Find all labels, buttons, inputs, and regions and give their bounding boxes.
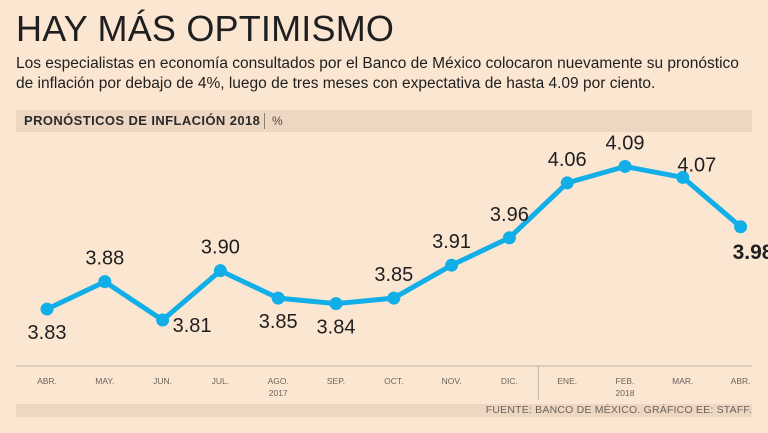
x-tick-label: MAR. bbox=[672, 376, 693, 386]
headline: HAY MÁS OPTIMISMO bbox=[16, 8, 395, 49]
chart-title-separator bbox=[264, 113, 265, 129]
data-label: 3.88 bbox=[85, 248, 124, 270]
x-tick-label: ABR. bbox=[731, 376, 751, 386]
year-label: 2018 bbox=[616, 388, 635, 398]
data-point bbox=[329, 297, 343, 311]
deck-text: Los especialistas en economía consultado… bbox=[16, 55, 739, 92]
x-tick-label: JUL. bbox=[212, 376, 229, 386]
footer-strip bbox=[16, 404, 752, 417]
data-point bbox=[387, 291, 401, 305]
x-tick-label: AGO. bbox=[268, 376, 289, 386]
data-point bbox=[502, 231, 516, 245]
data-point bbox=[734, 220, 748, 234]
data-point bbox=[98, 275, 112, 289]
data-point bbox=[40, 302, 54, 316]
data-point bbox=[676, 170, 690, 184]
chart-unit: % bbox=[272, 114, 283, 128]
data-label: 3.81 bbox=[173, 315, 212, 337]
x-tick-label: MAY. bbox=[95, 376, 114, 386]
x-tick-label: SEP. bbox=[327, 376, 345, 386]
data-point bbox=[560, 176, 574, 190]
data-label: 4.06 bbox=[548, 149, 587, 171]
x-tick-label: FEB. bbox=[616, 376, 635, 386]
data-label: 3.98 bbox=[733, 241, 768, 264]
x-tick-label: NOV. bbox=[442, 376, 462, 386]
data-label: 3.90 bbox=[201, 237, 240, 259]
data-label: 3.85 bbox=[259, 311, 298, 333]
x-tick-label: JUN. bbox=[153, 376, 172, 386]
data-label: 3.83 bbox=[28, 322, 67, 344]
source-credit: FUENTE: BANCO DE MÉXICO. GRÁFICO EE: STA… bbox=[485, 404, 752, 416]
data-label: 3.85 bbox=[374, 264, 413, 286]
data-label: 3.91 bbox=[432, 231, 471, 253]
data-point bbox=[618, 159, 632, 173]
data-point bbox=[213, 264, 227, 278]
data-point bbox=[445, 258, 459, 272]
year-label: 2017 bbox=[269, 388, 288, 398]
x-tick-label: ENE. bbox=[557, 376, 577, 386]
chart-title: PRONÓSTICOS DE INFLACIÓN 2018 bbox=[24, 113, 261, 128]
x-tick-label: ABR. bbox=[37, 376, 57, 386]
data-label: 4.09 bbox=[606, 132, 645, 154]
data-label: 3.84 bbox=[317, 317, 356, 339]
data-label: 4.07 bbox=[677, 154, 716, 176]
data-point bbox=[156, 313, 170, 327]
x-tick-label: OCT. bbox=[384, 376, 403, 386]
x-tick-label: DIC. bbox=[501, 376, 518, 386]
data-point bbox=[271, 291, 285, 305]
data-label: 3.96 bbox=[490, 204, 529, 226]
chart-header-bar: PRONÓSTICOS DE INFLACIÓN 2018 % bbox=[16, 110, 752, 132]
